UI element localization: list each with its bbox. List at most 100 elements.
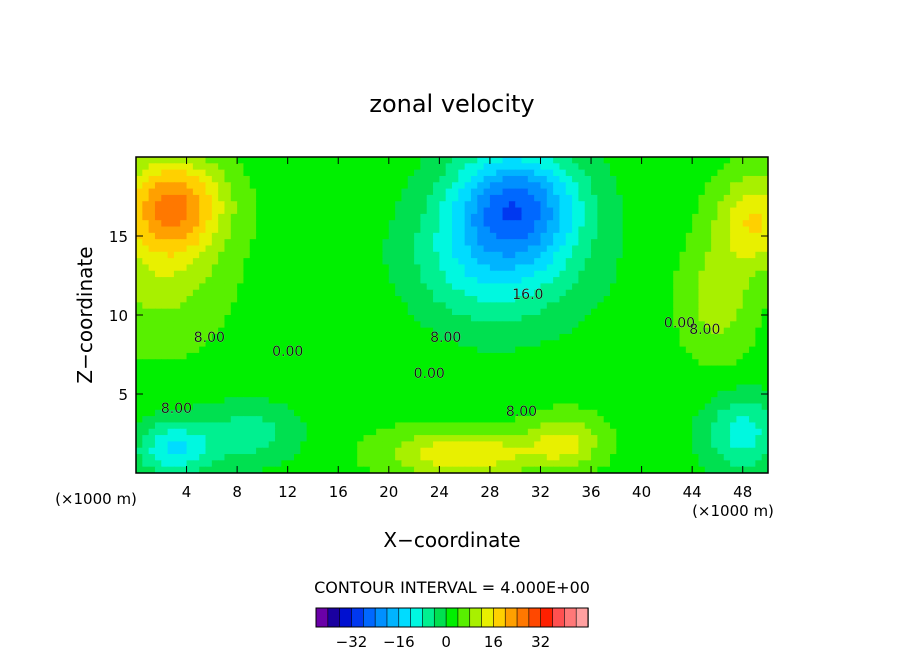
field-cell <box>319 283 327 291</box>
field-cell <box>711 245 719 253</box>
field-cell <box>268 422 276 430</box>
field-cell <box>218 352 226 360</box>
field-cell <box>300 251 308 259</box>
field-cell <box>704 315 712 322</box>
field-cell <box>736 315 744 322</box>
field-cell <box>173 277 181 284</box>
field-cell <box>527 296 535 303</box>
field-cell <box>275 245 282 253</box>
field-cell <box>268 239 276 247</box>
field-cell <box>616 264 624 272</box>
field-cell <box>591 201 598 209</box>
field-cell <box>344 365 352 373</box>
field-cell <box>192 365 200 373</box>
field-cell <box>249 169 257 177</box>
field-cell <box>218 378 226 386</box>
field-cell <box>502 403 510 411</box>
field-cell <box>559 213 567 221</box>
field-cell <box>452 321 459 329</box>
field-cell <box>287 390 295 398</box>
field-cell <box>281 213 289 221</box>
field-cell <box>136 302 143 310</box>
field-cell <box>540 390 548 398</box>
field-cell <box>325 163 333 171</box>
field-cell <box>698 163 706 171</box>
field-cell <box>496 163 504 171</box>
field-cell <box>281 327 289 335</box>
field-cell <box>534 245 542 253</box>
field-cell <box>294 340 301 348</box>
field-cell <box>294 169 301 177</box>
field-cell <box>357 264 365 272</box>
field-cell <box>256 397 263 405</box>
field-cell <box>502 226 510 234</box>
field-cell <box>205 302 213 310</box>
field-cell <box>483 308 491 316</box>
field-cell <box>464 416 472 424</box>
field-cell <box>527 302 535 310</box>
field-cell <box>666 188 674 196</box>
field-cell <box>591 239 598 247</box>
field-cell <box>622 428 630 436</box>
field-cell <box>275 466 282 473</box>
field-cell <box>287 435 295 442</box>
field-cell <box>761 460 768 468</box>
field-cell <box>243 201 251 209</box>
field-cell <box>369 283 377 291</box>
field-cell <box>679 188 687 196</box>
field-cell <box>237 194 245 202</box>
field-cell <box>369 302 377 310</box>
field-cell <box>173 460 181 468</box>
field-cell <box>369 428 377 436</box>
field-cell <box>489 308 497 316</box>
field-cell <box>692 397 700 405</box>
field-cell <box>192 378 200 386</box>
field-cell <box>742 194 750 202</box>
contour-field <box>136 157 768 473</box>
field-cell <box>262 277 270 284</box>
field-cell <box>660 359 668 367</box>
field-cell <box>685 213 693 221</box>
field-cell <box>502 213 510 221</box>
field-cell <box>515 188 523 196</box>
field-cell <box>287 232 295 240</box>
field-cell <box>666 194 674 202</box>
field-cell <box>350 226 358 234</box>
field-cell <box>603 403 611 411</box>
field-cell <box>603 220 611 228</box>
field-cell <box>249 226 257 234</box>
field-cell <box>331 232 339 240</box>
field-cell <box>515 441 523 449</box>
field-cell <box>420 239 428 247</box>
field-cell <box>218 308 226 316</box>
field-cell <box>218 289 226 297</box>
field-cell <box>426 454 434 461</box>
field-cell <box>603 245 611 253</box>
field-cell <box>136 239 143 247</box>
field-cell <box>433 460 440 468</box>
field-cell <box>452 232 459 240</box>
field-cell <box>142 308 150 316</box>
field-cell <box>154 333 162 341</box>
field-cell <box>628 460 636 468</box>
field-cell <box>237 403 245 411</box>
field-cell <box>641 441 649 449</box>
field-cell <box>628 213 636 221</box>
field-cell <box>723 397 731 405</box>
field-cell <box>591 460 598 468</box>
field-cell <box>205 441 213 449</box>
field-cell <box>603 308 611 316</box>
field-cell <box>483 245 491 253</box>
field-cell <box>496 220 504 228</box>
field-cell <box>407 371 415 379</box>
field-cell <box>534 220 542 228</box>
field-cell <box>338 207 346 215</box>
field-cell <box>654 352 662 360</box>
field-cell <box>433 340 440 348</box>
field-cell <box>218 428 226 436</box>
field-cell <box>660 157 668 164</box>
field-cell <box>357 416 365 424</box>
field-cell <box>388 232 396 240</box>
field-cell <box>382 447 390 455</box>
field-cell <box>723 308 731 316</box>
